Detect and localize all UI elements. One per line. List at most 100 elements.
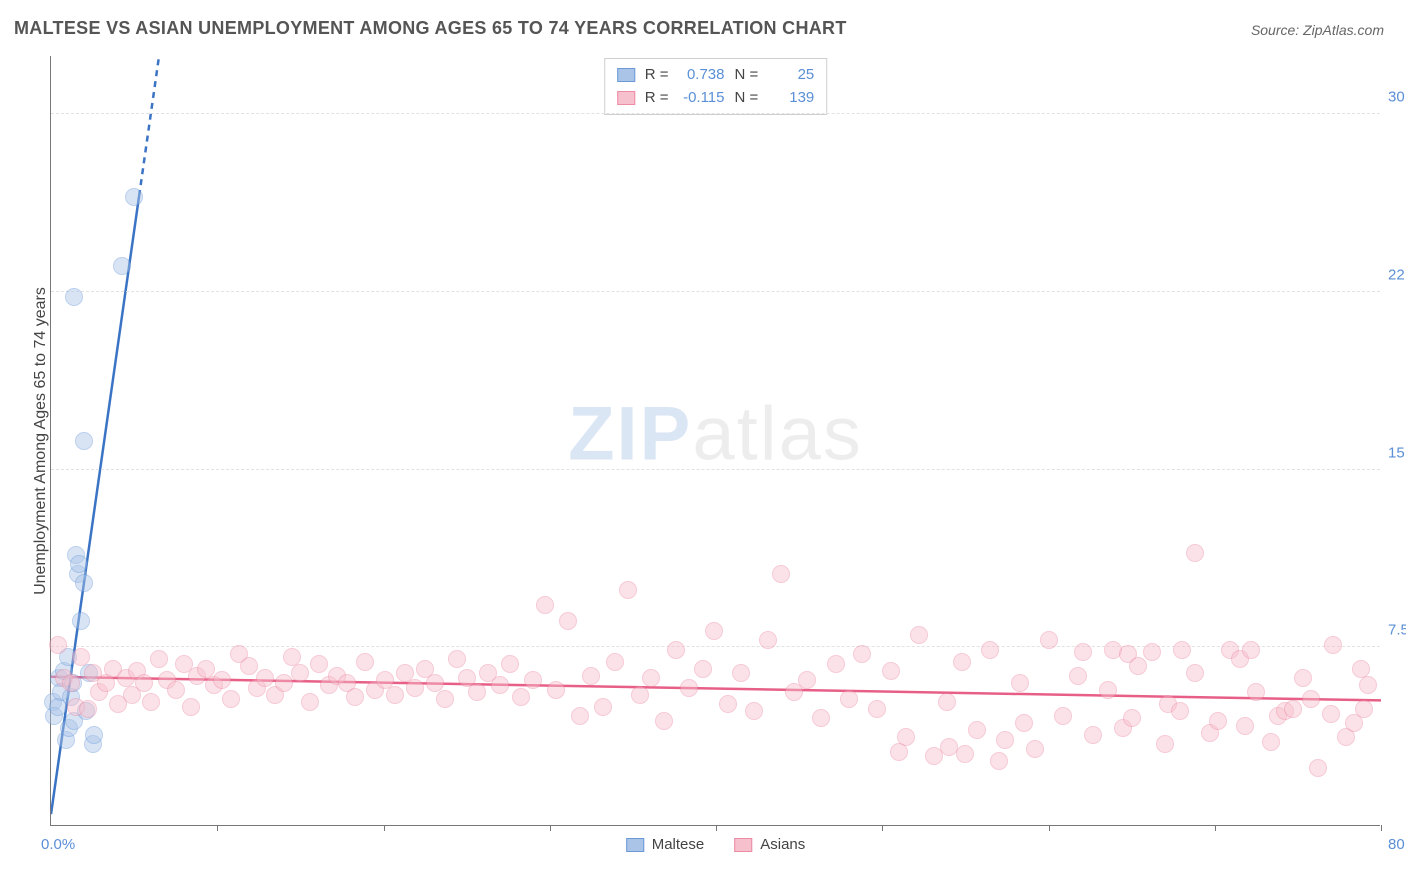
x-tick bbox=[217, 825, 218, 831]
data-point bbox=[1262, 733, 1280, 751]
y-tick-label: 30.0% bbox=[1388, 89, 1406, 106]
data-point bbox=[759, 631, 777, 649]
data-point bbox=[1099, 681, 1117, 699]
gridline bbox=[51, 291, 1380, 292]
x-tick bbox=[1215, 825, 1216, 831]
data-point bbox=[436, 690, 454, 708]
data-point bbox=[938, 693, 956, 711]
data-point bbox=[719, 695, 737, 713]
data-point bbox=[85, 726, 103, 744]
data-point bbox=[547, 681, 565, 699]
data-point bbox=[222, 690, 240, 708]
data-point bbox=[448, 650, 466, 668]
data-point bbox=[135, 674, 153, 692]
x-tick bbox=[550, 825, 551, 831]
plot-area: Unemployment Among Ages 65 to 74 years Z… bbox=[50, 56, 1380, 826]
data-point bbox=[1359, 676, 1377, 694]
data-point bbox=[501, 655, 519, 673]
gridline bbox=[51, 113, 1380, 114]
data-point bbox=[940, 738, 958, 756]
legend-correlation: R = 0.738 N = 25 R = -0.115 N = 139 bbox=[604, 58, 828, 115]
data-point bbox=[990, 752, 1008, 770]
data-point bbox=[571, 707, 589, 725]
source-label: Source: ZipAtlas.com bbox=[1251, 22, 1384, 38]
data-point bbox=[732, 664, 750, 682]
data-point bbox=[1324, 636, 1342, 654]
data-point bbox=[1054, 707, 1072, 725]
data-point bbox=[113, 257, 131, 275]
data-point bbox=[1322, 705, 1340, 723]
data-point bbox=[386, 686, 404, 704]
data-point bbox=[79, 700, 97, 718]
swatch-maltese-icon bbox=[626, 838, 644, 852]
data-point bbox=[301, 693, 319, 711]
data-point bbox=[1242, 641, 1260, 659]
data-point bbox=[1143, 643, 1161, 661]
data-point bbox=[559, 612, 577, 630]
data-point bbox=[840, 690, 858, 708]
data-point bbox=[125, 188, 143, 206]
data-point bbox=[606, 653, 624, 671]
data-point bbox=[705, 622, 723, 640]
data-point bbox=[1129, 657, 1147, 675]
data-point bbox=[1302, 690, 1320, 708]
data-point bbox=[150, 650, 168, 668]
data-point bbox=[1186, 544, 1204, 562]
data-point bbox=[956, 745, 974, 763]
data-point bbox=[491, 676, 509, 694]
data-point bbox=[1247, 683, 1265, 701]
data-point bbox=[594, 698, 612, 716]
data-point bbox=[798, 671, 816, 689]
swatch-asians-icon bbox=[734, 838, 752, 852]
data-point bbox=[1209, 712, 1227, 730]
data-point bbox=[882, 662, 900, 680]
data-point bbox=[256, 669, 274, 687]
data-point bbox=[694, 660, 712, 678]
chart-container: MALTESE VS ASIAN UNEMPLOYMENT AMONG AGES… bbox=[0, 0, 1406, 892]
data-point bbox=[72, 648, 90, 666]
data-point bbox=[812, 709, 830, 727]
data-point bbox=[426, 674, 444, 692]
data-point bbox=[1069, 667, 1087, 685]
x-axis-max-label: 80.0% bbox=[1388, 836, 1406, 853]
data-point bbox=[582, 667, 600, 685]
data-point bbox=[512, 688, 530, 706]
data-point bbox=[310, 655, 328, 673]
data-point bbox=[655, 712, 673, 730]
y-tick-label: 22.5% bbox=[1388, 266, 1406, 283]
data-point bbox=[1355, 700, 1373, 718]
data-point bbox=[772, 565, 790, 583]
data-point bbox=[745, 702, 763, 720]
data-point bbox=[1352, 660, 1370, 678]
data-point bbox=[65, 288, 83, 306]
data-point bbox=[75, 574, 93, 592]
x-tick bbox=[1381, 825, 1382, 831]
data-point bbox=[283, 648, 301, 666]
data-point bbox=[996, 731, 1014, 749]
data-point bbox=[1309, 759, 1327, 777]
data-point bbox=[75, 432, 93, 450]
x-axis-min-label: 0.0% bbox=[41, 836, 75, 853]
data-point bbox=[1186, 664, 1204, 682]
data-point bbox=[642, 669, 660, 687]
data-point bbox=[1074, 643, 1092, 661]
data-point bbox=[1294, 669, 1312, 687]
data-point bbox=[213, 671, 231, 689]
data-point bbox=[1173, 641, 1191, 659]
data-point bbox=[468, 683, 486, 701]
data-point bbox=[953, 653, 971, 671]
data-point bbox=[142, 693, 160, 711]
legend-series: Maltese Asians bbox=[626, 836, 806, 853]
data-point bbox=[406, 679, 424, 697]
data-point bbox=[1011, 674, 1029, 692]
data-point bbox=[968, 721, 986, 739]
watermark: ZIPatlas bbox=[568, 390, 863, 477]
data-point bbox=[72, 612, 90, 630]
data-point bbox=[167, 681, 185, 699]
data-point bbox=[1026, 740, 1044, 758]
data-point bbox=[197, 660, 215, 678]
swatch-maltese-icon bbox=[617, 68, 635, 82]
data-point bbox=[49, 636, 67, 654]
data-point bbox=[536, 596, 554, 614]
data-point bbox=[291, 664, 309, 682]
